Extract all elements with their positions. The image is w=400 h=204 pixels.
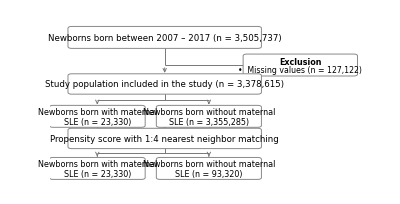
Text: Newborns born between 2007 – 2017 (n = 3,505,737): Newborns born between 2007 – 2017 (n = 3… — [48, 34, 282, 43]
Text: Newborns born without maternal
SLE (n = 93,320): Newborns born without maternal SLE (n = … — [143, 159, 275, 178]
Text: Newborns born with maternal
SLE (n = 23,330): Newborns born with maternal SLE (n = 23,… — [38, 107, 157, 126]
FancyBboxPatch shape — [156, 106, 262, 128]
FancyBboxPatch shape — [49, 158, 145, 180]
Text: Newborns born without maternal
SLE (n = 3,355,285): Newborns born without maternal SLE (n = … — [143, 107, 275, 126]
Text: Study population included in the study (n = 3,378,615): Study population included in the study (… — [45, 80, 284, 89]
Text: •  Missing values (n = 127,122): • Missing values (n = 127,122) — [238, 65, 362, 74]
FancyBboxPatch shape — [68, 74, 262, 95]
FancyBboxPatch shape — [49, 106, 145, 128]
FancyBboxPatch shape — [243, 55, 358, 77]
FancyBboxPatch shape — [68, 129, 262, 149]
FancyBboxPatch shape — [156, 158, 262, 180]
Text: Exclusion: Exclusion — [279, 58, 322, 67]
Text: Propensity score with 1:4 nearest neighbor matching: Propensity score with 1:4 nearest neighb… — [50, 134, 279, 143]
Text: Newborns born with maternal
SLE (n = 23,330): Newborns born with maternal SLE (n = 23,… — [38, 159, 157, 178]
FancyBboxPatch shape — [68, 27, 262, 49]
